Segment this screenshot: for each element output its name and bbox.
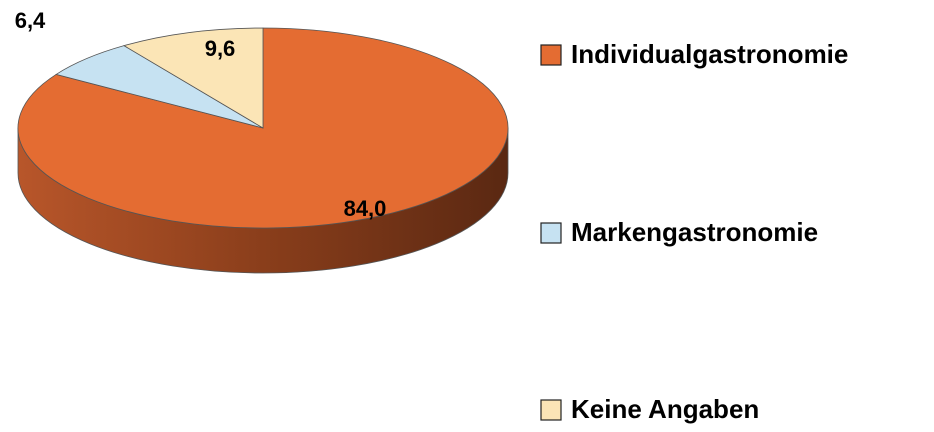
data-label: 6,4 <box>15 8 46 33</box>
legend-label: Keine Angaben <box>571 394 759 424</box>
data-label: 9,6 <box>205 36 236 61</box>
data-label: 84,0 <box>344 196 387 221</box>
legend-swatch <box>540 399 562 421</box>
legend-label: Individualgastronomie <box>571 39 848 69</box>
legend-label: Markengastronomie <box>571 217 818 247</box>
legend-swatch <box>540 222 562 244</box>
slice <box>123 27 264 129</box>
legend-swatch <box>540 44 562 66</box>
